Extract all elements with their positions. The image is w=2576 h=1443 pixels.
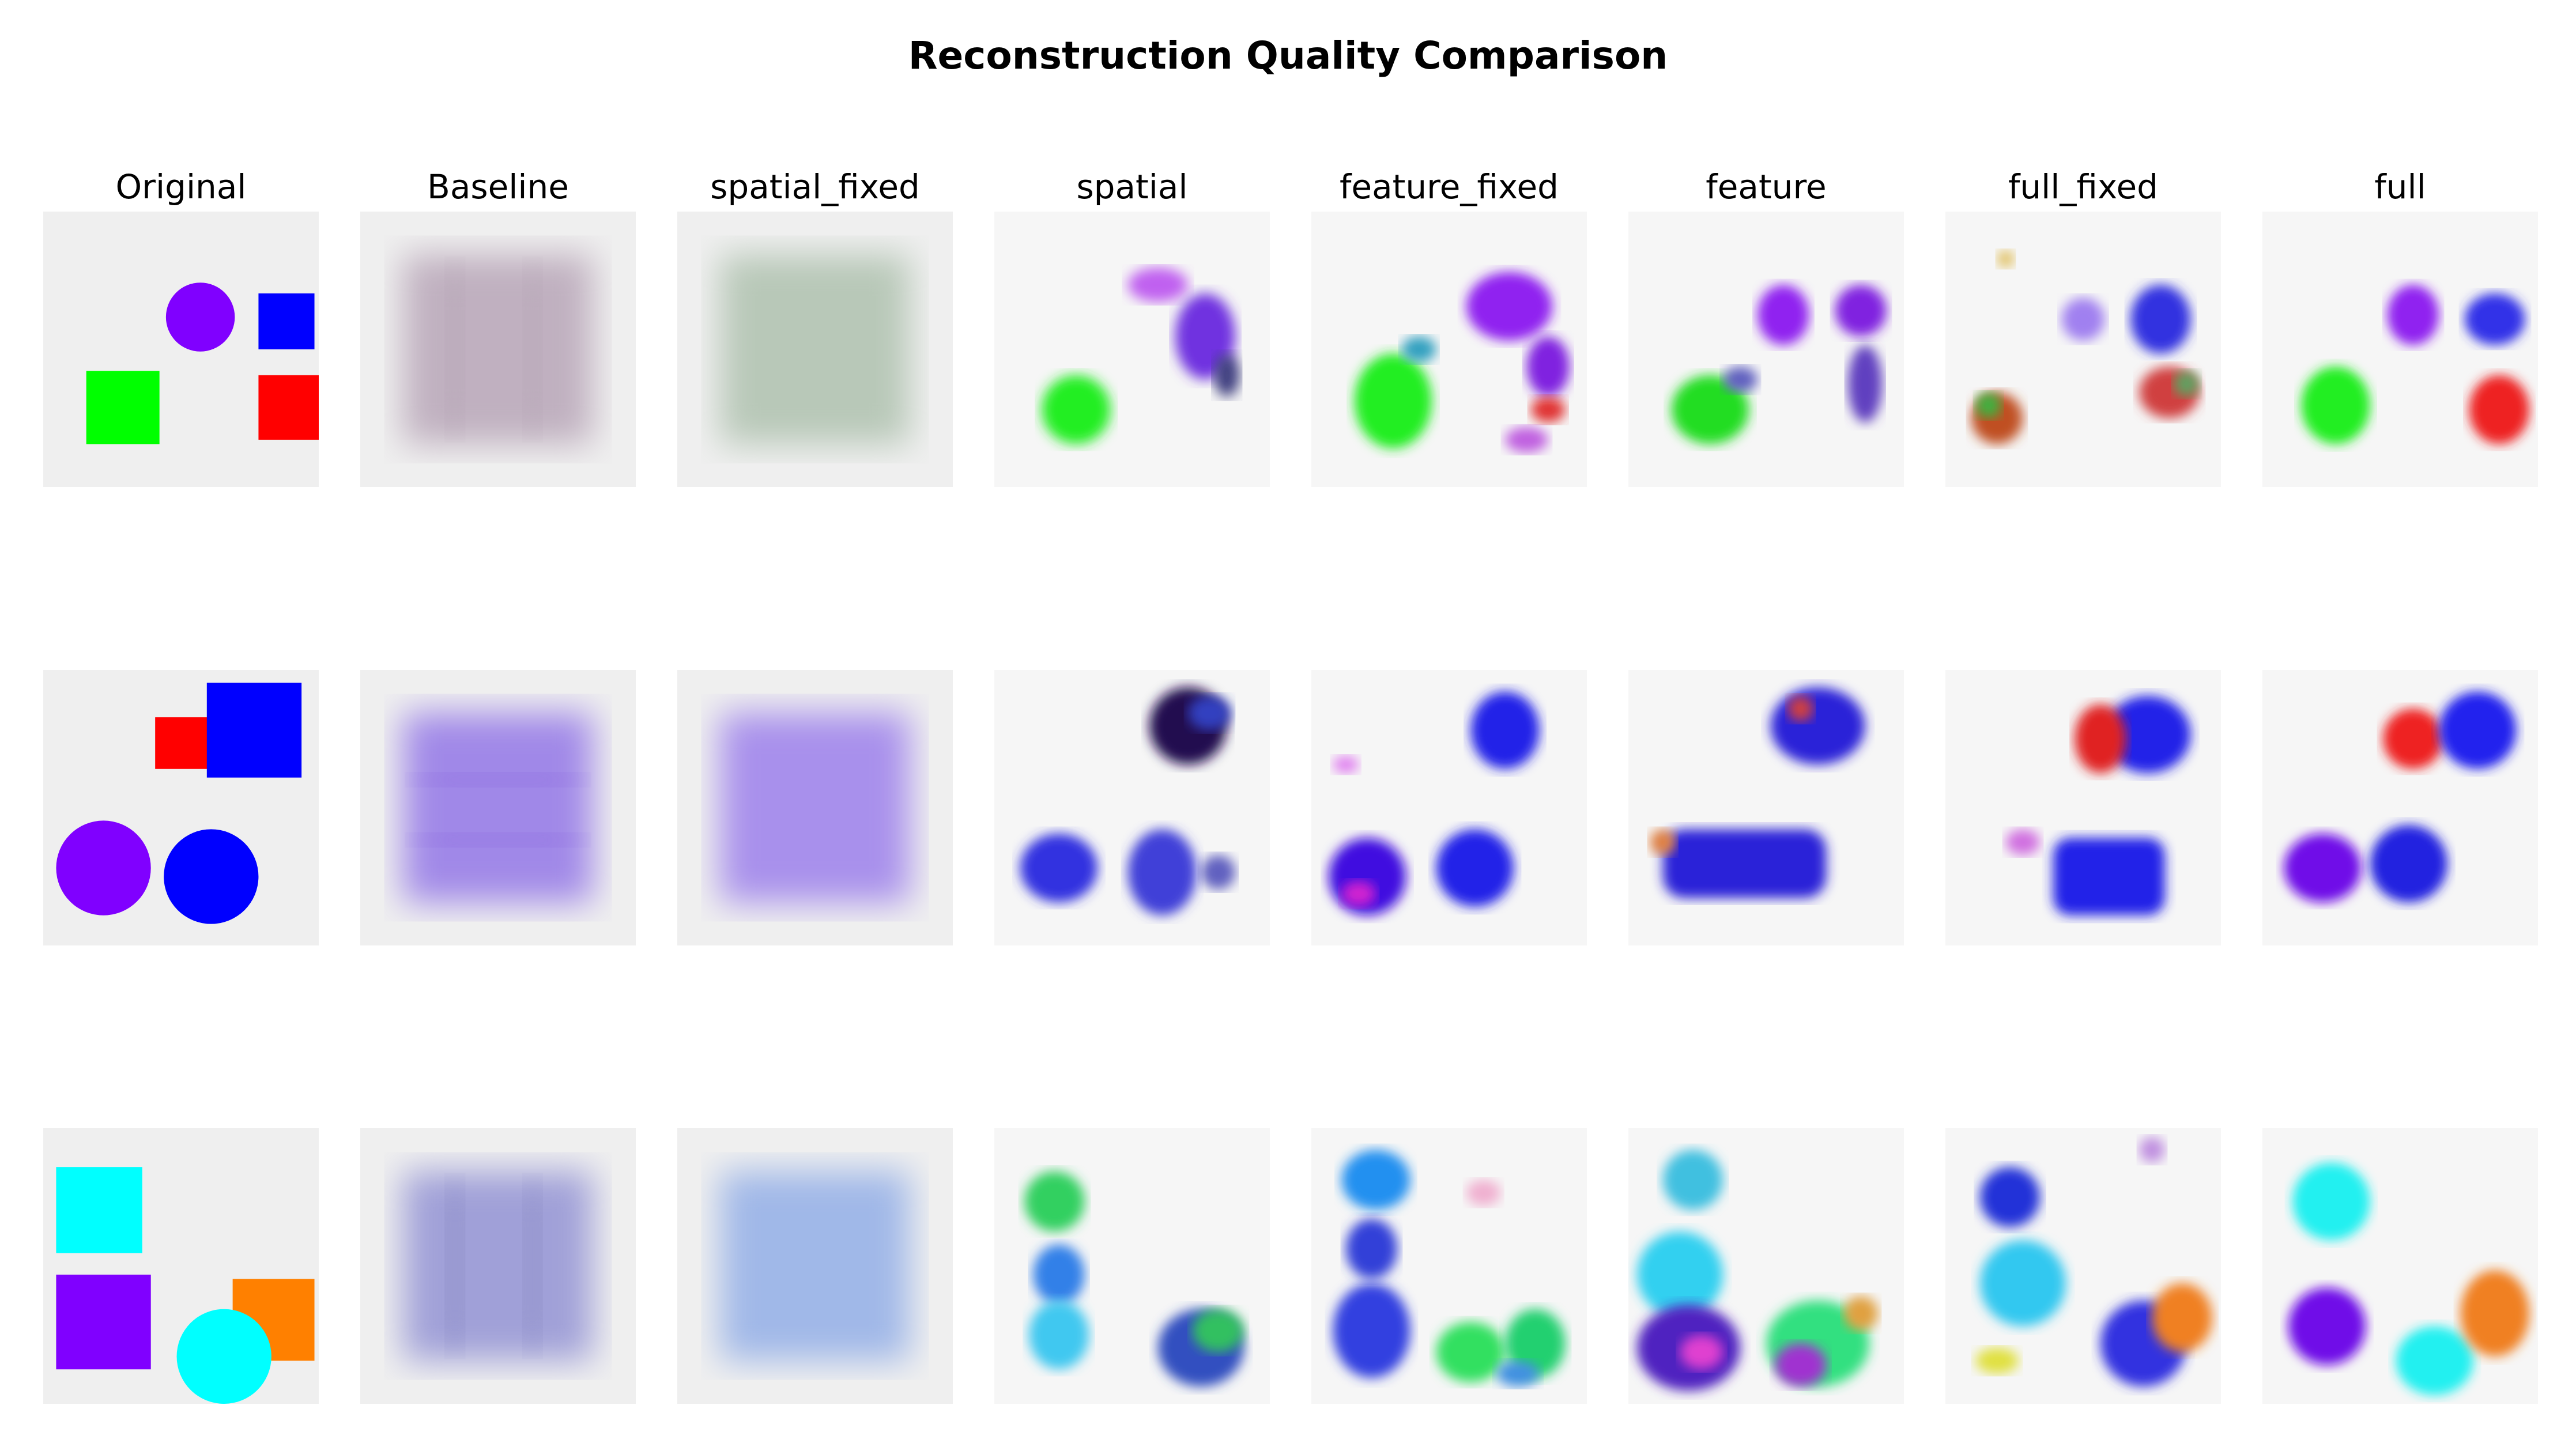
image-row1-baseline xyxy=(360,212,636,487)
column-label-feature: feature xyxy=(1706,167,1827,206)
column-label-spatial-fixed: spatial_fixed xyxy=(710,167,920,206)
image-row3-full xyxy=(2262,1128,2538,1404)
image-row2-full-fixed xyxy=(1945,670,2221,945)
column-label-full-fixed: full_fixed xyxy=(2008,167,2158,206)
image-row2-full xyxy=(2262,670,2538,945)
column-label-full: full xyxy=(2374,167,2426,206)
image-row1-original xyxy=(43,212,319,487)
image-row3-baseline xyxy=(360,1128,636,1404)
image-row1-full-fixed xyxy=(1945,212,2221,487)
image-row3-spatial-fixed xyxy=(677,1128,953,1404)
image-row3-original xyxy=(43,1128,319,1404)
image-row1-spatial-fixed xyxy=(677,212,953,487)
image-row1-full xyxy=(2262,212,2538,487)
column-label-spatial: spatial xyxy=(1076,167,1188,206)
image-row2-spatial-fixed xyxy=(677,670,953,945)
image-row3-feature-fixed xyxy=(1311,1128,1587,1404)
column-label-baseline: Baseline xyxy=(427,167,569,206)
image-row3-spatial xyxy=(994,1128,1270,1404)
image-row2-feature-fixed xyxy=(1311,670,1587,945)
image-row3-feature xyxy=(1628,1128,1904,1404)
image-row2-spatial xyxy=(994,670,1270,945)
image-row2-original xyxy=(43,670,319,945)
column-label-original: Original xyxy=(115,167,247,206)
image-row1-feature-fixed xyxy=(1311,212,1587,487)
image-row2-baseline xyxy=(360,670,636,945)
figure-title: Reconstruction Quality Comparison xyxy=(908,33,1668,78)
column-label-feature-fixed: feature_fixed xyxy=(1340,167,1559,206)
image-row1-feature xyxy=(1628,212,1904,487)
image-row2-feature xyxy=(1628,670,1904,945)
image-row1-spatial xyxy=(994,212,1270,487)
image-row3-full-fixed xyxy=(1945,1128,2221,1404)
